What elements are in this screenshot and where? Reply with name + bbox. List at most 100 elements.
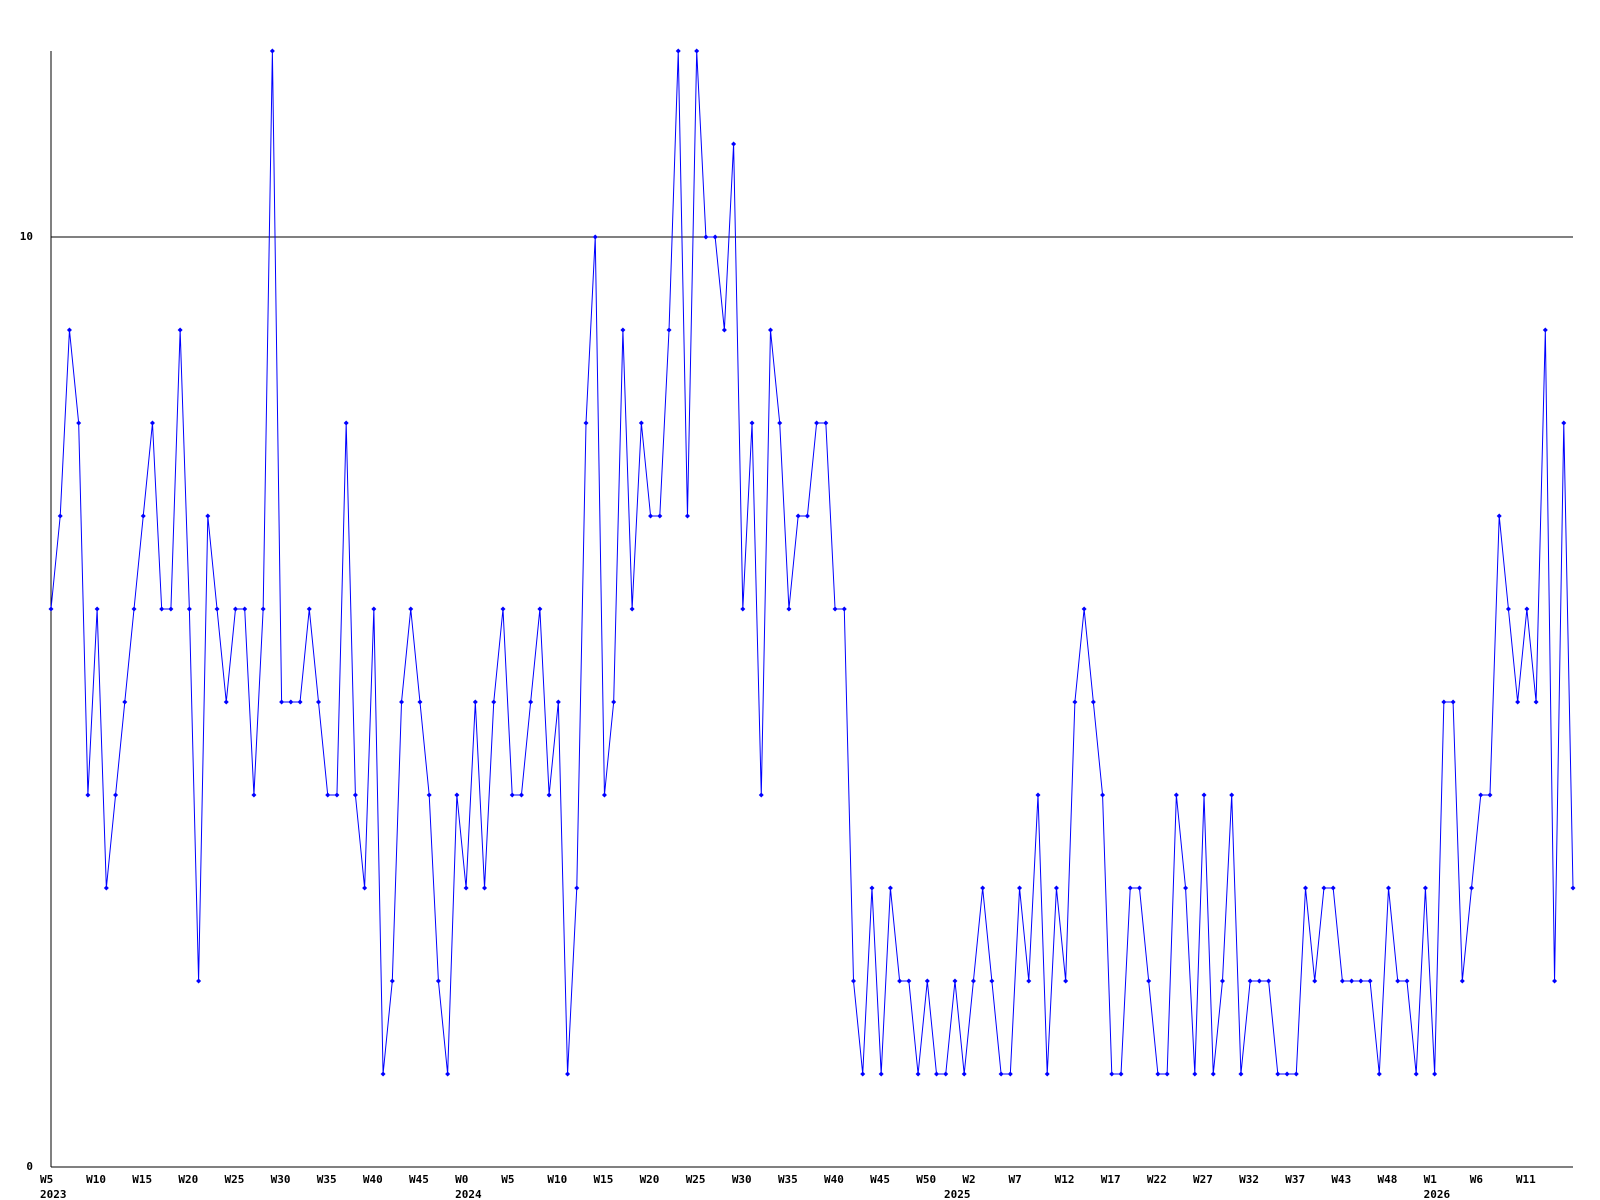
point-marker: [703, 234, 709, 240]
point-marker: [1413, 1071, 1419, 1077]
x-tick-label: W37: [1285, 1173, 1305, 1186]
point-marker: [85, 792, 91, 798]
point-marker: [113, 792, 119, 798]
point-marker: [574, 885, 580, 891]
point-marker: [795, 513, 801, 519]
x-tick-label: W6: [1470, 1173, 1484, 1186]
point-marker: [352, 792, 358, 798]
point-marker: [1275, 1071, 1281, 1077]
x-tick-label: W27: [1193, 1173, 1213, 1186]
point-marker: [961, 1071, 967, 1077]
series-line: [50, 50, 1574, 1075]
point-marker: [186, 606, 192, 612]
point-marker: [1302, 885, 1308, 891]
point-marker: [159, 606, 165, 612]
point-marker: [684, 513, 690, 519]
point-marker: [1247, 978, 1253, 984]
point-marker: [1542, 327, 1548, 333]
point-marker: [970, 978, 976, 984]
point-marker: [1164, 1071, 1170, 1077]
point-marker: [76, 420, 82, 426]
x-tick-label: W1: [1424, 1173, 1438, 1186]
point-marker: [454, 792, 460, 798]
point-marker: [1386, 885, 1392, 891]
point-marker: [343, 420, 349, 426]
point-marker: [592, 234, 598, 240]
point-marker: [934, 1071, 940, 1077]
point-marker: [1349, 978, 1355, 984]
point-marker: [1219, 978, 1225, 984]
point-marker: [648, 513, 654, 519]
point-marker: [546, 792, 552, 798]
point-marker: [1081, 606, 1087, 612]
point-marker: [325, 792, 331, 798]
x-tick-label: W12: [1055, 1173, 1075, 1186]
point-marker: [408, 606, 414, 612]
point-marker: [611, 699, 617, 705]
point-marker: [435, 978, 441, 984]
point-marker: [897, 978, 903, 984]
point-marker: [1321, 885, 1327, 891]
point-marker: [1358, 978, 1364, 984]
x-tick-label: W17: [1101, 1173, 1121, 1186]
point-marker: [1432, 1071, 1438, 1077]
point-marker: [426, 792, 432, 798]
x-tick-label: W10: [86, 1173, 106, 1186]
point-marker: [1183, 885, 1189, 891]
x-tick-label: W25: [686, 1173, 706, 1186]
point-marker: [48, 606, 54, 612]
point-marker: [1063, 978, 1069, 984]
point-marker: [814, 420, 820, 426]
point-marker: [1293, 1071, 1299, 1077]
point-marker: [463, 885, 469, 891]
point-marker: [1312, 978, 1318, 984]
point-marker: [94, 606, 100, 612]
x-tick-label: W35: [317, 1173, 337, 1186]
point-marker: [887, 885, 893, 891]
x-tick-label: W30: [271, 1173, 291, 1186]
point-marker: [1192, 1071, 1198, 1077]
point-marker: [1561, 420, 1567, 426]
point-marker: [851, 978, 857, 984]
point-marker: [389, 978, 395, 984]
point-marker: [804, 513, 810, 519]
point-marker: [417, 699, 423, 705]
point-marker: [565, 1071, 571, 1077]
point-marker: [777, 420, 783, 426]
point-marker: [915, 1071, 921, 1077]
point-marker: [1441, 699, 1447, 705]
point-marker: [675, 48, 681, 54]
point-marker: [989, 978, 995, 984]
point-marker: [122, 699, 128, 705]
point-marker: [472, 699, 478, 705]
point-marker: [1459, 978, 1465, 984]
x-tick-label: W30: [732, 1173, 752, 1186]
x-tick-label: W45: [870, 1173, 890, 1186]
point-marker: [758, 792, 764, 798]
point-marker: [528, 699, 534, 705]
point-marker: [1201, 792, 1207, 798]
point-marker: [399, 699, 405, 705]
point-marker: [1017, 885, 1023, 891]
x-group-label: 2024: [455, 1188, 482, 1200]
x-tick-label: W48: [1378, 1173, 1398, 1186]
x-group-label: 2026: [1424, 1188, 1451, 1200]
x-tick-label: W2: [962, 1173, 975, 1186]
point-marker: [712, 234, 718, 240]
point-marker: [103, 885, 109, 891]
x-tick-label: W15: [132, 1173, 152, 1186]
x-tick-label: W15: [593, 1173, 613, 1186]
point-marker: [251, 792, 257, 798]
point-marker: [1395, 978, 1401, 984]
point-marker: [149, 420, 155, 426]
point-marker: [1367, 978, 1373, 984]
point-marker: [1109, 1071, 1115, 1077]
x-tick-label: W45: [409, 1173, 429, 1186]
point-marker: [1173, 792, 1179, 798]
point-marker: [1552, 978, 1558, 984]
point-marker: [694, 48, 700, 54]
x-group-label: 2025: [944, 1188, 971, 1200]
point-marker: [1238, 1071, 1244, 1077]
x-tick-label: W11: [1516, 1173, 1536, 1186]
